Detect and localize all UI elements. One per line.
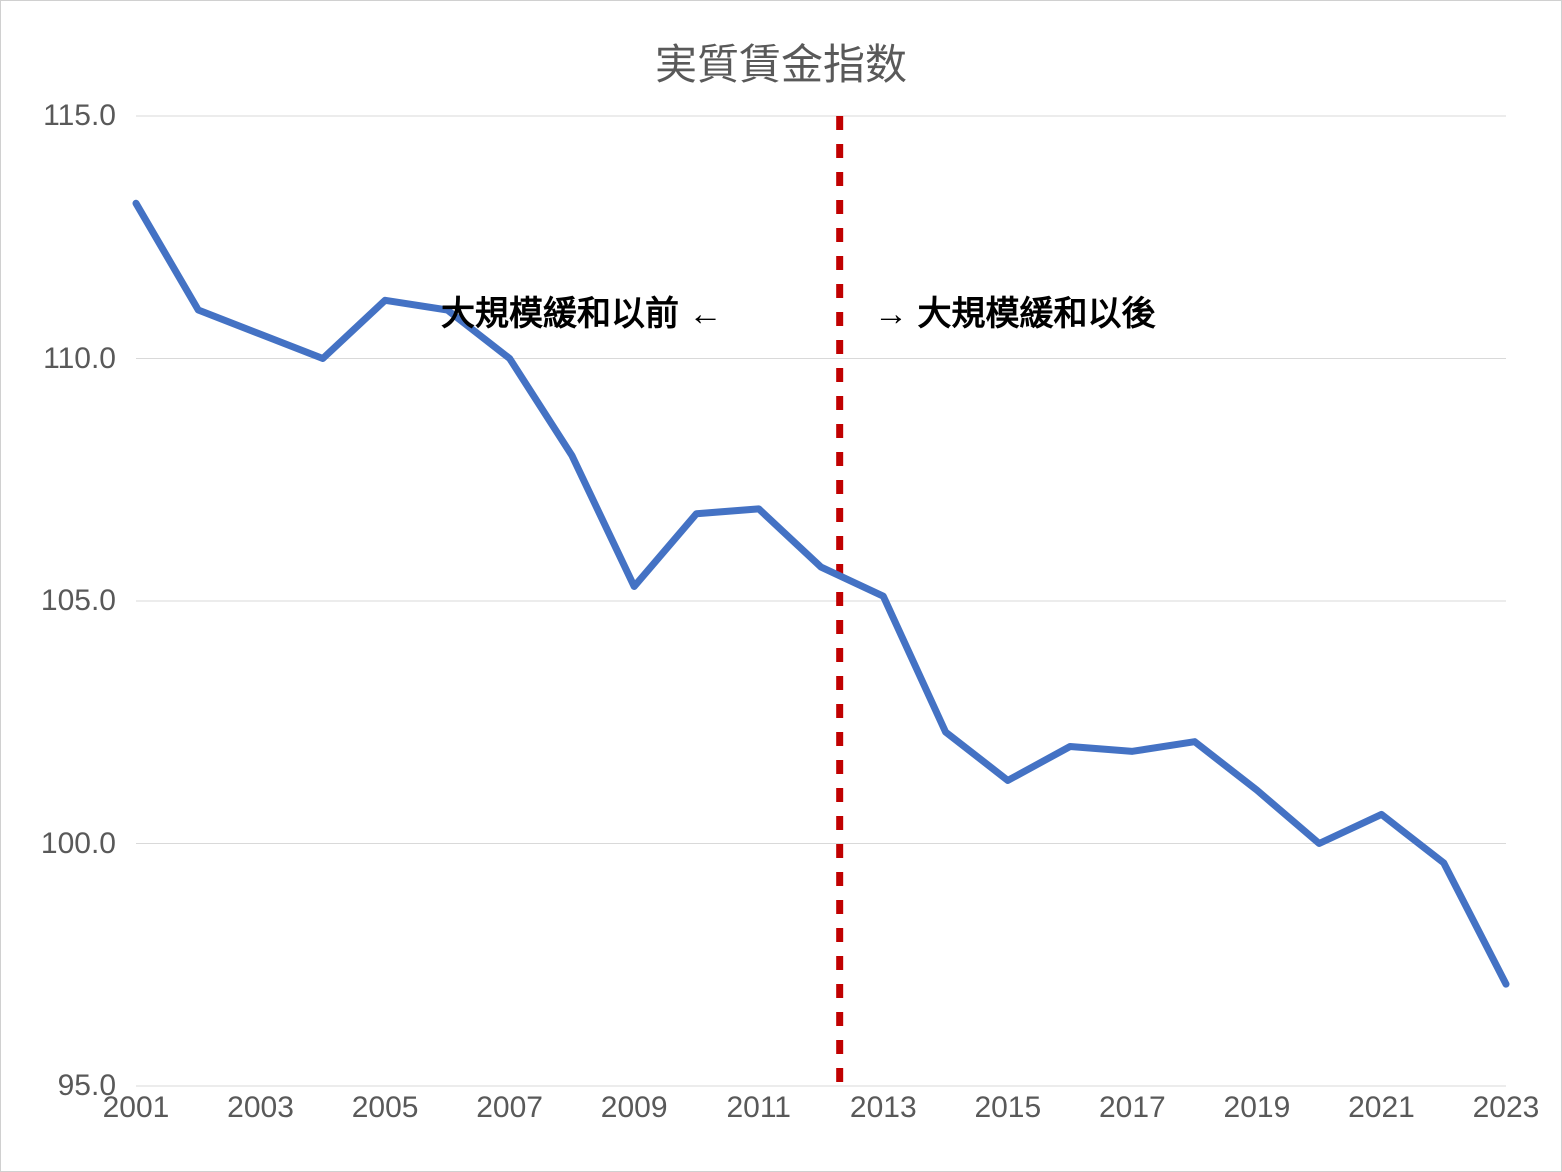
x-tick-label: 2005 xyxy=(352,1091,419,1125)
x-tick-label: 2019 xyxy=(1224,1091,1291,1125)
y-tick-label: 100.0 xyxy=(41,827,116,861)
x-tick-label: 2003 xyxy=(227,1091,294,1125)
x-tick-label: 2011 xyxy=(726,1091,791,1125)
annotation-label: → 大規模緩和以後 xyxy=(874,286,1155,335)
y-tick-label: 110.0 xyxy=(43,342,116,376)
x-tick-label: 2009 xyxy=(601,1091,668,1125)
y-tick-label: 115.0 xyxy=(43,99,116,133)
annotation-label: 大規模緩和以前 ← xyxy=(441,286,722,335)
x-tick-label: 2015 xyxy=(974,1091,1041,1125)
data-line xyxy=(136,203,1506,984)
chart-svg xyxy=(136,116,1506,1086)
y-tick-label: 105.0 xyxy=(41,584,116,618)
x-tick-label: 2001 xyxy=(103,1091,170,1125)
chart-title: 実質賃金指数 xyxy=(655,31,907,92)
x-tick-label: 2017 xyxy=(1099,1091,1166,1125)
gridlines xyxy=(136,116,1506,1086)
y-axis-labels: 95.0100.0105.0110.0115.0 xyxy=(1,116,126,1086)
chart-container: 実質賃金指数 95.0100.0105.0110.0115.0 大規模緩和以前 … xyxy=(0,0,1562,1172)
x-tick-label: 2007 xyxy=(476,1091,543,1125)
plot-area: 大規模緩和以前 ← → 大規模緩和以後 xyxy=(136,116,1506,1086)
x-tick-label: 2023 xyxy=(1473,1091,1540,1125)
x-tick-label: 2021 xyxy=(1348,1091,1415,1125)
x-tick-label: 2013 xyxy=(850,1091,917,1125)
x-axis-labels: 2001200320052007200920112013201520172019… xyxy=(136,1091,1506,1131)
